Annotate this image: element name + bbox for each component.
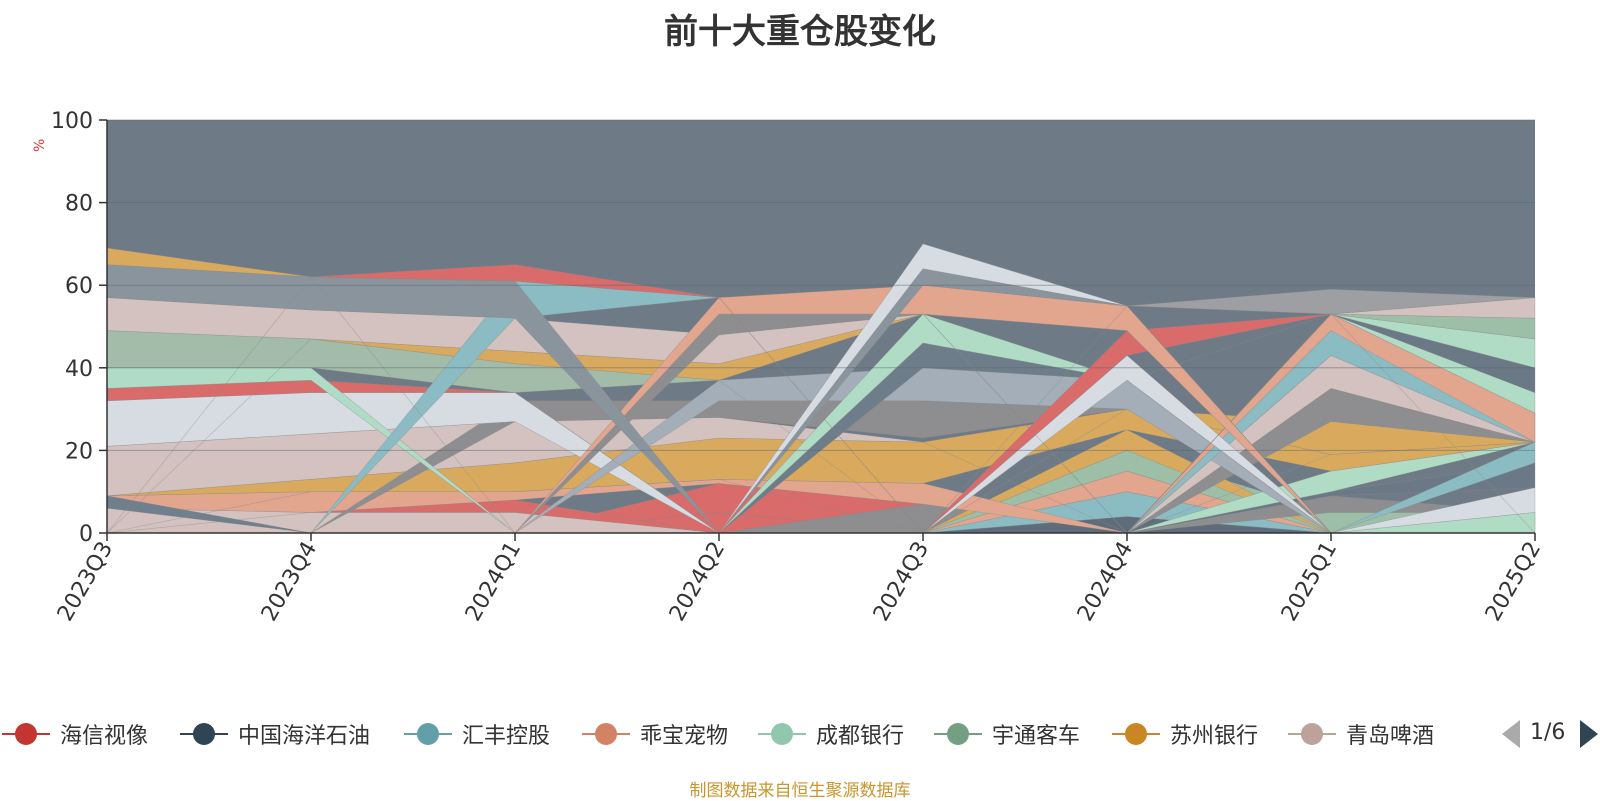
legend-marker-icon <box>178 716 230 752</box>
legend-marker-icon <box>1286 716 1338 752</box>
y-tick-label: 20 <box>65 439 93 464</box>
x-tick-label: 2024Q1 <box>461 538 526 626</box>
legend-label: 青岛啤酒 <box>1346 724 1435 749</box>
x-tick-label: 2025Q2 <box>1481 538 1546 626</box>
legend-item[interactable]: 青岛啤酒 <box>1286 716 1434 752</box>
data-source-footer: 制图数据来自恒生聚源数据库 <box>689 781 911 801</box>
legend-label: 宇通客车 <box>992 724 1081 749</box>
x-tick-label: 2024Q2 <box>665 538 730 626</box>
legend-marker-icon <box>580 716 632 752</box>
y-tick-label: 80 <box>65 192 93 217</box>
legend-marker-icon <box>402 716 454 752</box>
area-chart: 0 20 40 60 80 100 2023Q3 2023Q4 2024Q1 2024Q2 2024… <box>51 109 1546 626</box>
legend-label: 海信视像 <box>60 724 149 749</box>
legend-label: 成都银行 <box>816 724 905 749</box>
area-band-44 <box>107 284 1535 534</box>
area-band-27 <box>107 367 1535 534</box>
legend-item[interactable]: 海信视像 <box>0 716 148 752</box>
legend-label: 苏州银行 <box>1170 724 1259 749</box>
x-tick-label: 2024Q3 <box>869 538 934 626</box>
legend-item[interactable]: 汇丰控股 <box>402 716 550 752</box>
legend-label: 汇丰控股 <box>462 724 551 749</box>
legend-item[interactable]: 宇通客车 <box>932 716 1080 752</box>
chart-legend: 海信视像 中国海洋石油 汇丰控股 乖宝宠物 成都银行 宇通客车 苏州银行 青岛啤酒 <box>0 716 1600 752</box>
legend-page-indicator: 1/6 <box>1530 720 1566 745</box>
x-tick-label: 2024Q4 <box>1073 538 1138 626</box>
y-tick-label: 60 <box>65 274 93 299</box>
legend-label: 乖宝宠物 <box>640 724 729 749</box>
legend-prev-page-icon[interactable] <box>1502 720 1520 748</box>
legend-item[interactable]: 乖宝宠物 <box>580 716 728 752</box>
legend-marker-icon <box>756 716 808 752</box>
y-tick-label: 0 <box>79 522 93 547</box>
legend-next-page-icon[interactable] <box>1580 720 1598 748</box>
x-tick-label: 2023Q4 <box>257 538 322 626</box>
legend-item[interactable]: 中国海洋石油 <box>178 716 370 752</box>
legend-item[interactable]: 成都银行 <box>756 716 904 752</box>
chart-title: 前十大重仓股变化 <box>664 12 936 52</box>
area-band-48 <box>106 264 1535 534</box>
x-tick-label: 2023Q3 <box>53 538 118 626</box>
y-tick-label: 100 <box>51 109 93 134</box>
legend-marker-icon <box>1110 716 1162 752</box>
legend-marker-icon <box>0 716 52 752</box>
area-band-3 <box>106 499 1535 534</box>
x-tick-label: 2025Q1 <box>1277 538 1342 626</box>
y-tick-label: 40 <box>65 357 93 382</box>
legend-label: 中国海洋石油 <box>238 724 371 749</box>
legend-item[interactable]: 苏州银行 <box>1110 716 1258 752</box>
legend-marker-icon <box>932 716 984 752</box>
